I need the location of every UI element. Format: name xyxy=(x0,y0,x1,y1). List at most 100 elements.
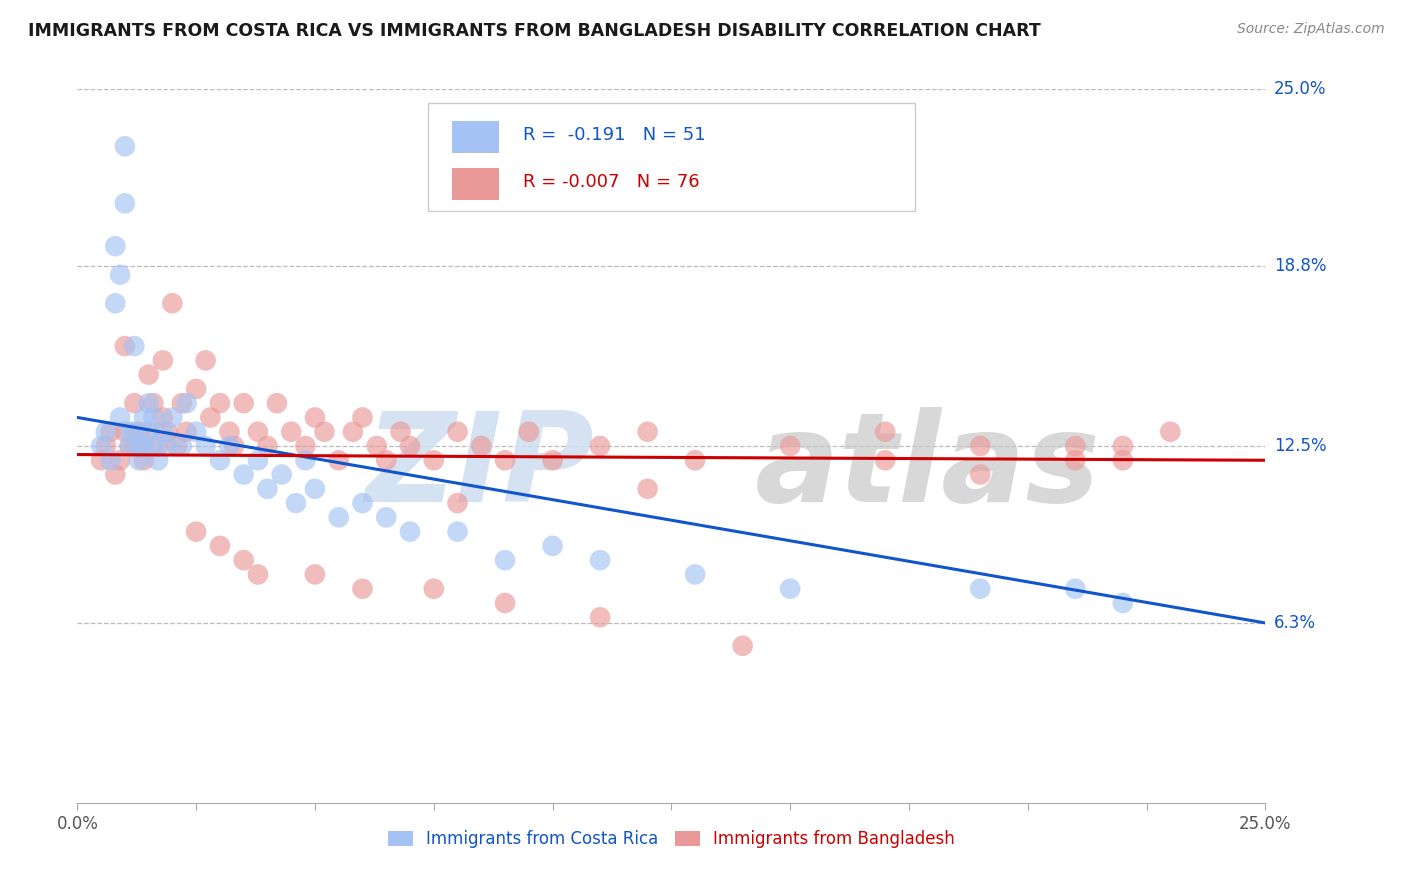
Bar xyxy=(451,169,499,200)
Point xyxy=(194,439,217,453)
Text: 25.0%: 25.0% xyxy=(1274,80,1326,98)
Point xyxy=(162,296,184,310)
Point xyxy=(284,496,307,510)
Point xyxy=(124,425,146,439)
Text: IMMIGRANTS FROM COSTA RICA VS IMMIGRANTS FROM BANGLADESH DISABILITY CORRELATION : IMMIGRANTS FROM COSTA RICA VS IMMIGRANTS… xyxy=(28,22,1040,40)
Point xyxy=(90,453,112,467)
Point xyxy=(208,539,231,553)
Point xyxy=(731,639,754,653)
Point xyxy=(166,439,188,453)
Point xyxy=(246,567,269,582)
Point xyxy=(423,582,446,596)
Point xyxy=(124,339,146,353)
Point xyxy=(108,410,131,425)
Point xyxy=(218,439,240,453)
Text: ZIP: ZIP xyxy=(366,407,595,528)
Point xyxy=(128,439,150,453)
Point xyxy=(1112,453,1135,467)
Point xyxy=(224,439,246,453)
Point xyxy=(128,425,150,439)
Point xyxy=(208,453,231,467)
Point xyxy=(128,453,150,467)
Point xyxy=(683,453,706,467)
Point xyxy=(270,467,292,482)
Point xyxy=(517,425,540,439)
Point xyxy=(304,482,326,496)
Point xyxy=(152,410,174,425)
Point xyxy=(94,425,117,439)
Point xyxy=(541,539,564,553)
Point xyxy=(124,439,146,453)
Point xyxy=(1112,439,1135,453)
Point xyxy=(294,453,316,467)
Point xyxy=(114,139,136,153)
Point xyxy=(446,425,468,439)
Point xyxy=(342,425,364,439)
Point xyxy=(589,553,612,567)
Point xyxy=(375,453,398,467)
FancyBboxPatch shape xyxy=(427,103,915,211)
Point xyxy=(114,425,136,439)
Point xyxy=(186,382,208,396)
Point xyxy=(118,425,141,439)
Point xyxy=(186,425,208,439)
Point xyxy=(266,396,288,410)
Point xyxy=(132,453,155,467)
Point xyxy=(328,510,350,524)
Point xyxy=(294,439,316,453)
Point xyxy=(389,425,412,439)
Point xyxy=(779,582,801,596)
Text: 6.3%: 6.3% xyxy=(1274,614,1316,632)
Point xyxy=(352,410,374,425)
Point xyxy=(589,610,612,624)
Bar xyxy=(451,121,499,153)
Point xyxy=(423,453,446,467)
Point xyxy=(470,439,492,453)
Point xyxy=(156,439,179,453)
Point xyxy=(170,396,193,410)
Point xyxy=(304,410,326,425)
Point xyxy=(104,296,127,310)
Point xyxy=(170,439,193,453)
Point xyxy=(156,425,179,439)
Point xyxy=(304,567,326,582)
Point xyxy=(637,482,659,496)
Point xyxy=(969,439,991,453)
Point xyxy=(118,439,141,453)
Point xyxy=(1112,596,1135,610)
Point xyxy=(1064,439,1087,453)
Point xyxy=(114,196,136,211)
Text: R = -0.007   N = 76: R = -0.007 N = 76 xyxy=(523,173,699,191)
Point xyxy=(100,453,122,467)
Point xyxy=(1064,453,1087,467)
Point xyxy=(142,410,165,425)
Point xyxy=(256,482,278,496)
Point xyxy=(138,425,160,439)
Point xyxy=(232,467,254,482)
Point xyxy=(366,439,388,453)
Point xyxy=(314,425,336,439)
Point xyxy=(90,439,112,453)
Point xyxy=(146,453,169,467)
Point xyxy=(194,353,217,368)
Point xyxy=(114,339,136,353)
Point xyxy=(256,439,278,453)
Point xyxy=(200,410,222,425)
Text: 12.5%: 12.5% xyxy=(1274,437,1326,455)
Legend: Immigrants from Costa Rica, Immigrants from Bangladesh: Immigrants from Costa Rica, Immigrants f… xyxy=(381,824,962,855)
Point xyxy=(589,439,612,453)
Point xyxy=(142,439,165,453)
Point xyxy=(128,439,150,453)
Point xyxy=(875,453,897,467)
Point xyxy=(142,396,165,410)
Point xyxy=(132,410,155,425)
Point xyxy=(176,425,198,439)
Point xyxy=(875,425,897,439)
Point xyxy=(108,268,131,282)
Point xyxy=(399,524,422,539)
Point xyxy=(100,425,122,439)
Text: atlas: atlas xyxy=(755,407,1101,528)
Point xyxy=(138,368,160,382)
Point xyxy=(446,524,468,539)
Point xyxy=(218,425,240,439)
